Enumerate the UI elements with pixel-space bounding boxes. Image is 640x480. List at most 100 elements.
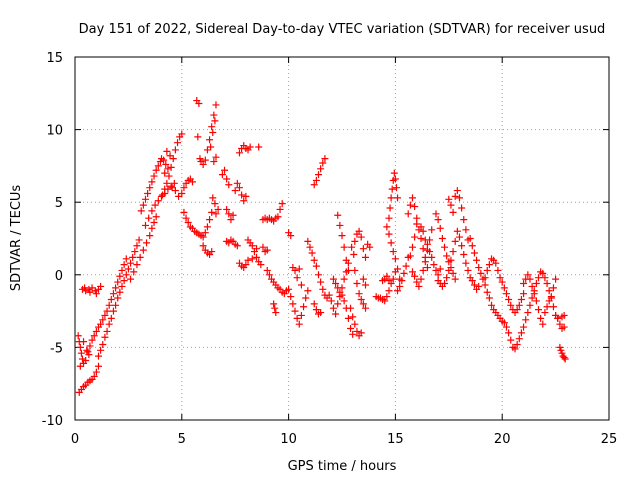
data-point bbox=[148, 224, 156, 232]
data-point bbox=[383, 272, 391, 280]
data-point bbox=[310, 181, 318, 189]
data-point bbox=[473, 256, 481, 264]
data-point bbox=[158, 155, 166, 163]
data-point bbox=[336, 221, 344, 229]
data-point bbox=[535, 274, 543, 282]
data-point bbox=[122, 255, 130, 263]
data-point bbox=[211, 117, 219, 125]
data-point bbox=[159, 191, 167, 199]
data-point bbox=[248, 242, 256, 250]
data-point bbox=[483, 266, 491, 274]
data-point bbox=[297, 281, 305, 289]
data-point bbox=[438, 235, 446, 242]
data-point bbox=[468, 277, 476, 285]
data-point bbox=[109, 290, 117, 298]
data-point bbox=[94, 352, 102, 360]
data-point bbox=[139, 246, 147, 254]
data-point bbox=[240, 197, 248, 205]
data-point bbox=[400, 269, 408, 277]
data-point bbox=[317, 309, 325, 317]
data-point bbox=[143, 239, 151, 247]
data-point bbox=[199, 242, 207, 250]
data-point bbox=[130, 268, 138, 276]
data-point bbox=[390, 169, 398, 177]
data-point bbox=[359, 300, 367, 308]
data-point bbox=[225, 181, 233, 189]
data-point bbox=[532, 297, 540, 305]
data-point bbox=[483, 288, 491, 296]
data-point bbox=[402, 262, 410, 270]
data-point bbox=[129, 253, 137, 261]
data-point bbox=[455, 194, 463, 202]
data-point bbox=[417, 223, 425, 231]
data-point bbox=[203, 223, 211, 231]
data-point bbox=[105, 320, 113, 328]
data-point bbox=[300, 303, 308, 311]
data-point bbox=[214, 205, 222, 213]
data-point bbox=[515, 335, 523, 343]
data-point bbox=[116, 272, 124, 280]
data-point bbox=[447, 201, 455, 209]
data-point bbox=[513, 340, 521, 348]
data-point bbox=[263, 266, 271, 274]
data-point bbox=[507, 336, 515, 344]
data-point bbox=[436, 224, 444, 232]
data-point bbox=[351, 266, 359, 274]
data-point bbox=[421, 236, 429, 244]
data-point bbox=[404, 210, 412, 218]
data-point bbox=[221, 166, 229, 174]
data-point bbox=[235, 149, 243, 157]
data-point bbox=[470, 281, 478, 289]
data-point bbox=[549, 303, 557, 311]
data-point bbox=[462, 226, 470, 234]
data-point bbox=[227, 216, 235, 224]
data-point bbox=[90, 372, 98, 380]
data-point bbox=[347, 325, 355, 333]
axis-ticks bbox=[74, 56, 610, 421]
data-point bbox=[308, 249, 316, 257]
data-point bbox=[209, 194, 217, 202]
x-tick-label: 20 bbox=[494, 432, 511, 447]
data-point bbox=[329, 304, 337, 312]
data-point bbox=[312, 262, 320, 270]
data-point bbox=[511, 345, 519, 353]
data-point bbox=[74, 332, 82, 340]
data-point bbox=[447, 256, 455, 264]
data-point bbox=[293, 314, 301, 322]
data-point bbox=[353, 280, 361, 288]
data-point bbox=[391, 255, 399, 263]
data-point bbox=[520, 323, 528, 331]
data-point bbox=[408, 243, 416, 251]
data-point bbox=[78, 355, 86, 363]
data-point bbox=[76, 362, 84, 370]
data-point bbox=[441, 243, 449, 251]
data-point bbox=[443, 252, 451, 260]
data-point bbox=[315, 171, 323, 179]
data-point bbox=[500, 284, 508, 292]
data-point bbox=[164, 165, 172, 173]
data-point bbox=[86, 288, 94, 296]
data-point bbox=[271, 304, 279, 312]
data-point bbox=[146, 232, 154, 240]
data-point bbox=[344, 266, 352, 274]
data-point bbox=[163, 147, 171, 155]
data-point bbox=[445, 195, 453, 203]
data-point bbox=[92, 290, 100, 298]
data-point bbox=[229, 211, 237, 219]
data-point bbox=[340, 243, 348, 251]
data-point bbox=[492, 259, 500, 267]
data-point bbox=[526, 301, 534, 309]
data-point bbox=[206, 216, 214, 224]
data-point bbox=[210, 111, 218, 119]
data-point bbox=[545, 297, 553, 305]
data-point bbox=[146, 184, 154, 192]
data-point bbox=[528, 282, 536, 290]
data-point bbox=[167, 163, 175, 171]
x-tick-label: 25 bbox=[601, 432, 618, 447]
data-point bbox=[81, 284, 89, 292]
data-point bbox=[520, 280, 528, 288]
data-point bbox=[517, 295, 525, 303]
data-point bbox=[114, 278, 122, 286]
data-point bbox=[549, 284, 557, 292]
data-point bbox=[103, 327, 111, 335]
